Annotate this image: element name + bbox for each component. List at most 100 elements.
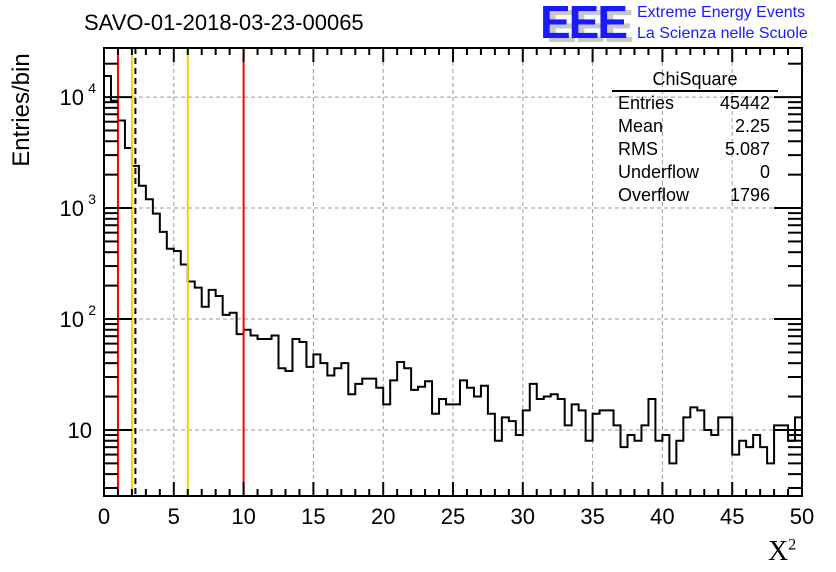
stats-label: Overflow [618, 185, 690, 205]
histogram-bin [237, 334, 244, 496]
histogram-bin [474, 397, 481, 496]
x-axis-title-base: X [768, 536, 789, 567]
stats-row-overflow: Overflow 1796 [612, 184, 778, 207]
histogram-bin [711, 435, 718, 496]
histogram-bin [621, 447, 628, 496]
y-tick-label: 10 [60, 307, 84, 332]
histogram-bin [244, 330, 251, 496]
histogram-bin [223, 315, 230, 496]
histogram-bin [523, 410, 530, 496]
histogram-bin [725, 417, 732, 496]
histogram-bin [628, 435, 635, 496]
histogram-bin [648, 399, 655, 496]
histogram-bin [327, 375, 334, 496]
histogram-bin [425, 381, 432, 496]
histogram-bin [614, 425, 621, 496]
histogram-bin [432, 414, 439, 496]
histogram-bin [279, 368, 286, 496]
histogram-bin [544, 397, 551, 496]
histogram-bin [481, 386, 488, 496]
histogram-bin [676, 441, 683, 496]
histogram-bin [697, 410, 704, 496]
stats-box: ChiSquare Entries 45442 Mean 2.25 RMS 5.087… [612, 68, 778, 207]
histogram-bin [341, 363, 348, 496]
histogram-bin [355, 384, 362, 496]
histogram-bin [265, 339, 272, 496]
histogram-bin [690, 407, 697, 496]
histogram-bin [558, 399, 565, 496]
histogram-bin [509, 421, 516, 496]
x-tick-label: 10 [231, 504, 255, 529]
histogram-bin [195, 288, 202, 496]
histogram-bin [572, 404, 579, 496]
histogram-bin [146, 199, 153, 496]
histogram-bin [390, 380, 397, 496]
histogram-bin [334, 368, 341, 496]
histogram-bin [306, 367, 313, 496]
histogram-bin [579, 410, 586, 496]
x-tick-label: 40 [650, 504, 674, 529]
stats-row-rms: RMS 5.087 [612, 138, 778, 161]
y-tick-label: 10 [60, 85, 84, 110]
histogram-bin [683, 417, 690, 496]
stats-title: ChiSquare [612, 68, 778, 92]
stats-label: Mean [618, 116, 664, 136]
histogram-bin [160, 232, 167, 496]
histogram-bin [593, 414, 600, 496]
histogram-bin [397, 362, 404, 496]
histogram-bin [383, 404, 390, 496]
stats-value: 0 [759, 162, 770, 182]
y-tick-exponent: 2 [88, 302, 96, 318]
histogram-bin [600, 410, 607, 496]
x-tick-label: 45 [720, 504, 744, 529]
histogram-bin [453, 404, 460, 496]
x-tick-label: 20 [371, 504, 395, 529]
eee-logo: EEE [540, 0, 628, 48]
logo-caption: Extreme Energy Events La Scienza nelle S… [637, 2, 808, 44]
histogram-bin [411, 390, 418, 496]
histogram-bin [313, 354, 320, 496]
histogram-bin [153, 214, 160, 496]
x-tick-label: 30 [511, 504, 535, 529]
y-tick-label: 10 [60, 196, 84, 221]
histogram-bin [718, 417, 725, 496]
histogram-bin [760, 447, 767, 496]
histogram-bin [299, 342, 306, 496]
histogram-bin [446, 404, 453, 496]
histogram-bin [111, 101, 118, 496]
histogram-bin [439, 399, 446, 496]
histogram-bin [607, 410, 614, 496]
histogram-bin [202, 307, 209, 496]
histogram-bin [516, 435, 523, 496]
histogram-bin [362, 379, 369, 496]
histogram-bin [774, 425, 781, 496]
histogram-bin [537, 399, 544, 496]
x-tick-label: 0 [98, 504, 110, 529]
histogram-bin [781, 425, 788, 496]
logo-line-2: La Scienza nelle Scuole [637, 25, 808, 42]
histogram-bin [258, 339, 265, 496]
histogram-bin [467, 388, 474, 496]
y-tick-exponent: 3 [88, 191, 96, 207]
histogram-bin [118, 120, 125, 496]
histogram-bin [181, 264, 188, 496]
histogram-bin [369, 379, 376, 496]
histogram-bin [320, 363, 327, 496]
logo-line-1: Extreme Energy Events [637, 4, 806, 21]
histogram-bin [167, 249, 174, 496]
histogram-bin [704, 430, 711, 496]
histogram-bin [376, 388, 383, 496]
logo-text: EEE [540, 0, 628, 48]
histogram-bin [767, 463, 774, 496]
histogram-bin [530, 384, 537, 496]
histogram-bin [641, 425, 648, 496]
x-tick-label: 50 [790, 504, 814, 529]
x-axis-title-sup: 2 [788, 536, 797, 554]
y-tick-exponent: 4 [88, 80, 96, 96]
histogram-bin [502, 417, 509, 496]
stats-label: Entries [618, 93, 675, 113]
histogram-bin [565, 425, 572, 496]
stats-value: 2.25 [734, 116, 770, 136]
histogram-bin [209, 290, 216, 496]
